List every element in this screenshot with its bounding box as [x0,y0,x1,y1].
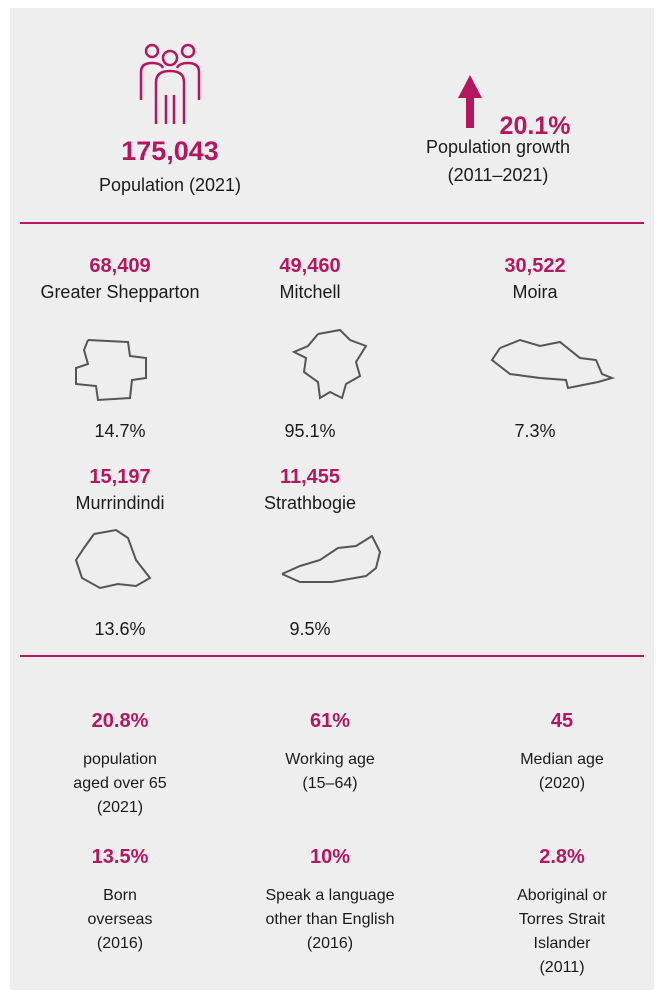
stat-label: Speak a language [265,887,395,904]
population-label: Population (2021) [98,175,242,195]
stat-value: 61% [309,710,351,732]
region-growth: 13.6% [94,619,146,639]
stat-value: 13.5% [91,846,149,868]
region-growth: 7.3% [514,421,556,441]
region-population: 11,455 [279,466,341,488]
region-name: Strathbogie [263,493,357,513]
region-population: 30,522 [504,255,566,277]
region-name: Greater Shepparton [40,282,200,302]
stat-label: Median age [520,751,604,768]
stat-label: (2021) [96,799,144,816]
stat-label: Torres Strait [518,911,606,928]
stat-value: 20.8% [91,710,149,732]
people-icon [139,43,201,124]
panel [10,8,654,990]
stat-value: 45 [550,710,574,732]
region-growth: 95.1% [284,421,336,441]
stat-label: Working age [285,751,375,768]
growth-label: Population growth [425,137,571,157]
divider [20,222,644,224]
region-name: Mitchell [279,282,341,302]
region-population: 15,197 [89,466,151,488]
region-population: 68,409 [89,255,151,277]
stat-label: (2020) [538,775,586,792]
region-name: Moira [512,282,558,302]
region-name: Murrindindi [75,493,165,513]
stat-label: (2011) [539,959,585,976]
region-outlines [74,328,616,590]
stat-label: Aboriginal or [517,887,607,904]
stat-label: population [83,751,157,768]
arrow-icon [458,75,482,128]
stat-label: Islander [533,935,591,952]
region-population: 49,460 [279,255,341,277]
stat-label: Born [103,887,137,904]
stat-label: aged over 65 [73,775,167,792]
population-value: 175,043 [121,136,219,166]
stat-value: 10% [309,846,351,868]
region-growth: 14.7% [94,421,146,441]
stat-label: (2016) [306,935,354,952]
growth-value: 20.1% [499,112,571,140]
stat-label: other than English [265,911,395,928]
stat-label: overseas [87,911,153,928]
stat-label: (15–64) [302,775,358,792]
divider [20,655,644,657]
growth-period: (2011–2021) [447,165,549,185]
region-growth: 9.5% [289,619,331,639]
stat-label: (2016) [96,935,144,952]
stat-value: 2.8% [539,846,585,868]
